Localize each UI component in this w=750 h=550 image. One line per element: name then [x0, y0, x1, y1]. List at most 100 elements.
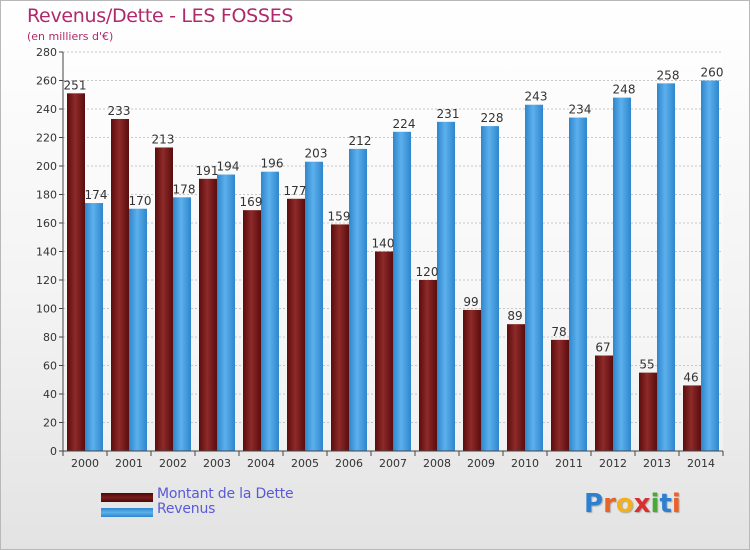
logo-letter: P [584, 489, 604, 519]
y-tick-label: 140 [36, 246, 57, 259]
x-tick-label: 2005 [291, 457, 319, 470]
data-label-dette: 251 [64, 78, 87, 92]
data-label-dette: 89 [507, 309, 522, 323]
data-label-dette: 67 [595, 341, 610, 355]
data-label-dette: 140 [372, 237, 395, 251]
bar-dette [155, 147, 173, 451]
bar-revenus [129, 208, 147, 451]
data-label-revenus: 248 [613, 83, 636, 97]
data-label-revenus: 196 [261, 157, 284, 171]
logo-letter: i [650, 489, 660, 519]
y-tick-label: 80 [43, 331, 57, 344]
x-tick-label: 2012 [599, 457, 627, 470]
data-label-dette: 177 [284, 184, 307, 198]
bars [67, 80, 719, 452]
chart-title: Revenus/Dette - LES FOSSES [27, 5, 294, 27]
bar-revenus [657, 83, 675, 451]
bar-revenus [261, 171, 279, 451]
y-tick-label: 160 [36, 217, 57, 230]
bar-dette [287, 198, 305, 451]
bar-revenus [173, 197, 191, 451]
legend-label-revenus: Revenus [157, 501, 216, 517]
y-tick-label: 180 [36, 189, 57, 202]
chart-subtitle: (en milliers d'€) [27, 30, 114, 43]
bar-dette [331, 224, 349, 451]
x-tick-label: 2003 [203, 457, 231, 470]
bar-revenus [613, 97, 631, 451]
x-tick-label: 2002 [159, 457, 187, 470]
data-label-dette: 46 [683, 370, 698, 384]
logo-letter: x [633, 489, 651, 519]
legend-swatch-dette [101, 493, 153, 502]
y-tick-label: 0 [50, 445, 57, 458]
data-label-revenus: 170 [129, 194, 152, 208]
bar-revenus [305, 161, 323, 451]
x-tick-label: 2010 [511, 457, 539, 470]
data-label-revenus: 194 [217, 160, 240, 174]
axes: 0 20 40 60 80 100 120 140 160 180 200 220 240 260 280 2… [36, 46, 724, 470]
bar-dette [199, 178, 217, 451]
data-label-dette: 159 [328, 209, 351, 223]
x-tick-label: 2011 [555, 457, 583, 470]
bar-revenus [437, 121, 455, 451]
y-tick-label: 100 [36, 303, 57, 316]
y-tick-label: 220 [36, 132, 57, 145]
data-label-dette: 233 [108, 104, 131, 118]
y-tick-label: 240 [36, 103, 57, 116]
data-label-revenus: 224 [393, 117, 416, 131]
x-tick-label: 2014 [687, 457, 715, 470]
y-tick-label: 280 [36, 46, 57, 59]
bar-revenus [217, 174, 235, 452]
bar-revenus [569, 117, 587, 452]
x-tick-label: 2004 [247, 457, 275, 470]
bar-dette [67, 93, 85, 451]
bar-revenus [481, 126, 499, 451]
logo-letter: r [603, 489, 616, 519]
bar-revenus [393, 131, 411, 452]
bar-dette [111, 118, 129, 451]
data-label-revenus: 178 [173, 182, 196, 196]
x-tick-label: 2000 [71, 457, 99, 470]
data-label-dette: 213 [152, 132, 175, 146]
bar-dette [551, 339, 569, 451]
legend-label-dette: Montant de la Dette [157, 486, 294, 502]
logo-letter: t [659, 489, 672, 519]
y-tick-label: 200 [36, 160, 57, 173]
bar-dette [595, 355, 613, 451]
bar-dette [639, 372, 657, 451]
bar-revenus [525, 104, 543, 451]
y-tick-label: 20 [43, 417, 57, 430]
bar-revenus [85, 203, 103, 451]
x-tick-label: 2013 [643, 457, 671, 470]
x-tick-label: 2009 [467, 457, 495, 470]
logo-letter: i [671, 489, 681, 519]
y-tick-label: 40 [43, 388, 57, 401]
data-label-revenus: 258 [657, 68, 680, 82]
bar-dette [507, 324, 525, 451]
bar-dette [375, 251, 393, 451]
bar-dette [419, 280, 437, 451]
logo-letter: o [615, 489, 634, 519]
y-tick-label: 260 [36, 75, 57, 88]
y-tick-label: 60 [43, 360, 57, 373]
y-tick-label: 120 [36, 274, 57, 287]
data-label-dette: 120 [416, 265, 439, 279]
bar-dette [243, 210, 261, 451]
data-label-dette: 78 [551, 325, 566, 339]
x-tick-label: 2007 [379, 457, 407, 470]
proxiti-logo: Proxiti [584, 489, 681, 519]
bar-dette [683, 385, 701, 451]
data-label-revenus: 234 [569, 103, 592, 117]
data-label-dette: 99 [463, 295, 478, 309]
legend-swatch-revenus [101, 508, 153, 517]
x-tick-label: 2006 [335, 457, 363, 470]
bar-dette [463, 309, 481, 451]
data-label-dette: 169 [240, 195, 263, 209]
x-tick-label: 2008 [423, 457, 451, 470]
bar-revenus [701, 80, 719, 451]
data-label-revenus: 203 [305, 147, 328, 161]
x-tick-label: 2001 [115, 457, 143, 470]
